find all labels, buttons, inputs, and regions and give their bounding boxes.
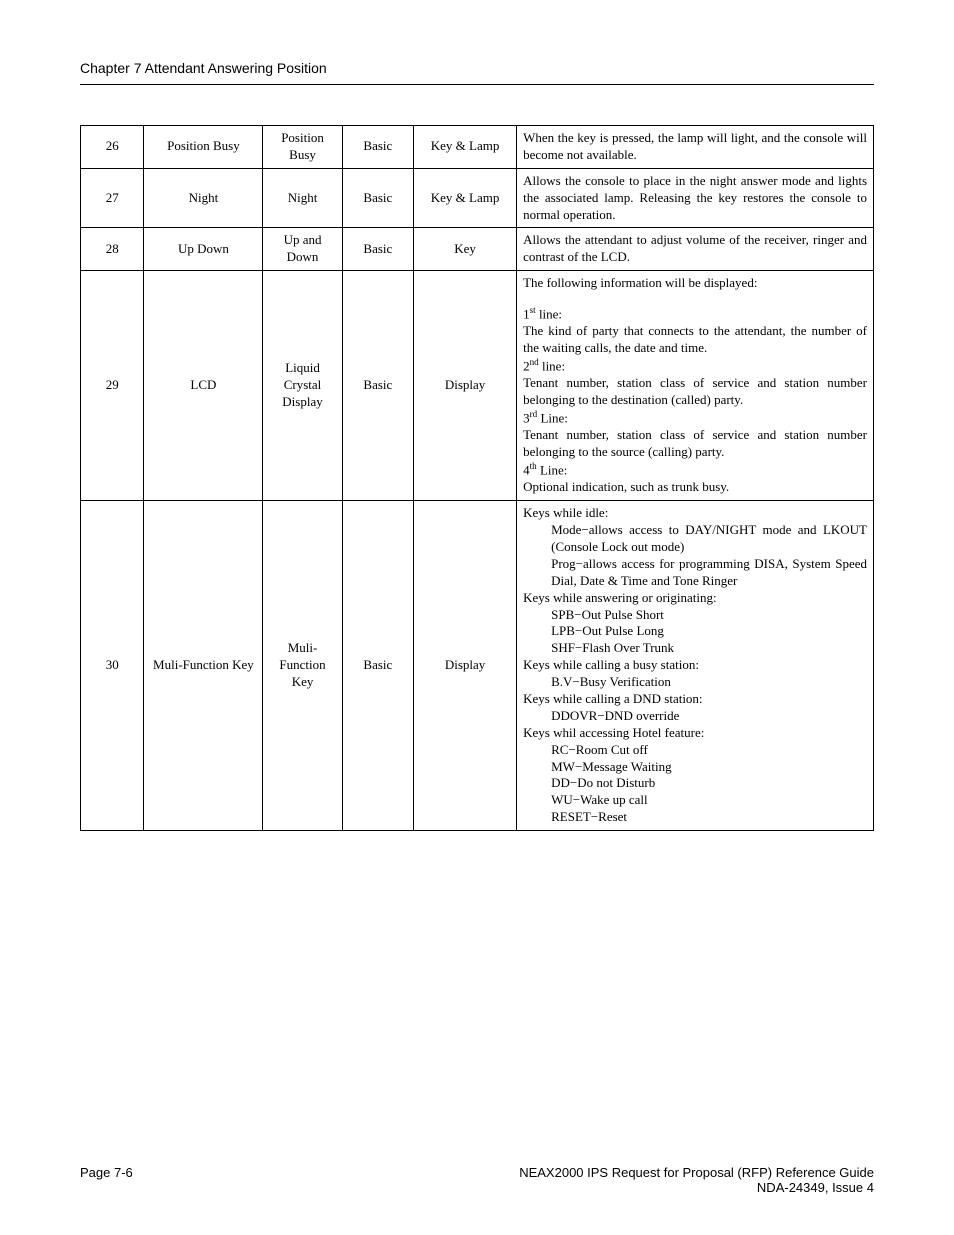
cell-category: Basic bbox=[342, 168, 413, 228]
group-item: Prog−allows access for programming DISA,… bbox=[523, 556, 867, 590]
cell-desc: When the key is pressed, the lamp will l… bbox=[517, 126, 874, 169]
cell-type: Display bbox=[414, 271, 517, 501]
footer-issue: NDA-24349, Issue 4 bbox=[519, 1180, 874, 1195]
cell-name: LCD bbox=[144, 271, 263, 501]
line-3-body: Tenant number, station class of service … bbox=[523, 427, 867, 461]
group-item: SPB−Out Pulse Short bbox=[523, 607, 867, 624]
line-1-head: 1st line: bbox=[523, 305, 867, 323]
cell-name: Muli-Function Key bbox=[144, 501, 263, 831]
cell-num: 28 bbox=[81, 228, 144, 271]
group-item: DDOVR−DND override bbox=[523, 708, 867, 725]
cell-key: Up and Down bbox=[263, 228, 342, 271]
cell-name: Night bbox=[144, 168, 263, 228]
cell-name: Up Down bbox=[144, 228, 263, 271]
group-item: WU−Wake up call bbox=[523, 792, 867, 809]
table-row: 30 Muli-Function Key Muli-Function Key B… bbox=[81, 501, 874, 831]
cell-category: Basic bbox=[342, 126, 413, 169]
group-head: Keys while calling a busy station: bbox=[523, 657, 867, 674]
line-4-body: Optional indication, such as trunk busy. bbox=[523, 479, 867, 496]
group-head: Keys while answering or originating: bbox=[523, 590, 867, 607]
cell-type: Key & Lamp bbox=[414, 126, 517, 169]
group-item: DD−Do not Disturb bbox=[523, 775, 867, 792]
cell-type: Key & Lamp bbox=[414, 168, 517, 228]
cell-desc: Allows the console to place in the night… bbox=[517, 168, 874, 228]
cell-num: 30 bbox=[81, 501, 144, 831]
cell-type: Display bbox=[414, 501, 517, 831]
group-item: MW−Message Waiting bbox=[523, 759, 867, 776]
line-2-head: 2nd line: bbox=[523, 357, 867, 375]
cell-key: Position Busy bbox=[263, 126, 342, 169]
cell-desc: Keys while idle: Mode−allows access to D… bbox=[517, 501, 874, 831]
table-row: 29 LCD Liquid Crystal Display Basic Disp… bbox=[81, 271, 874, 501]
cell-name: Position Busy bbox=[144, 126, 263, 169]
group-item: SHF−Flash Over Trunk bbox=[523, 640, 867, 657]
group-item: RC−Room Cut off bbox=[523, 742, 867, 759]
table-row: 27 Night Night Basic Key & Lamp Allows t… bbox=[81, 168, 874, 228]
cell-num: 26 bbox=[81, 126, 144, 169]
cell-category: Basic bbox=[342, 228, 413, 271]
cell-num: 29 bbox=[81, 271, 144, 501]
group-item: RESET−Reset bbox=[523, 809, 867, 826]
group-head: Keys whil accessing Hotel feature: bbox=[523, 725, 867, 742]
feature-table: 26 Position Busy Position Busy Basic Key… bbox=[80, 125, 874, 831]
group-head: Keys while idle: bbox=[523, 505, 867, 522]
cell-category: Basic bbox=[342, 271, 413, 501]
line-2-body: Tenant number, station class of service … bbox=[523, 375, 867, 409]
cell-num: 27 bbox=[81, 168, 144, 228]
table-row: 26 Position Busy Position Busy Basic Key… bbox=[81, 126, 874, 169]
cell-desc: The following information will be displa… bbox=[517, 271, 874, 501]
cell-key: Liquid Crystal Display bbox=[263, 271, 342, 501]
desc-intro: The following information will be displa… bbox=[523, 275, 867, 292]
cell-type: Key bbox=[414, 228, 517, 271]
cell-desc: Allows the attendant to adjust volume of… bbox=[517, 228, 874, 271]
group-item: B.V−Busy Verification bbox=[523, 674, 867, 691]
line-3-head: 3rd Line: bbox=[523, 409, 867, 427]
table-row: 28 Up Down Up and Down Basic Key Allows … bbox=[81, 228, 874, 271]
line-1-body: The kind of party that connects to the a… bbox=[523, 323, 867, 357]
line-4-head: 4th Line: bbox=[523, 461, 867, 479]
cell-key: Muli-Function Key bbox=[263, 501, 342, 831]
page-footer: Page 7-6 NEAX2000 IPS Request for Propos… bbox=[80, 1165, 874, 1195]
group-head: Keys while calling a DND station: bbox=[523, 691, 867, 708]
footer-title: NEAX2000 IPS Request for Proposal (RFP) … bbox=[519, 1165, 874, 1180]
footer-page-number: Page 7-6 bbox=[80, 1165, 133, 1195]
cell-category: Basic bbox=[342, 501, 413, 831]
chapter-header: Chapter 7 Attendant Answering Position bbox=[80, 60, 874, 85]
group-item: LPB−Out Pulse Long bbox=[523, 623, 867, 640]
cell-key: Night bbox=[263, 168, 342, 228]
group-item: Mode−allows access to DAY/NIGHT mode and… bbox=[523, 522, 867, 556]
